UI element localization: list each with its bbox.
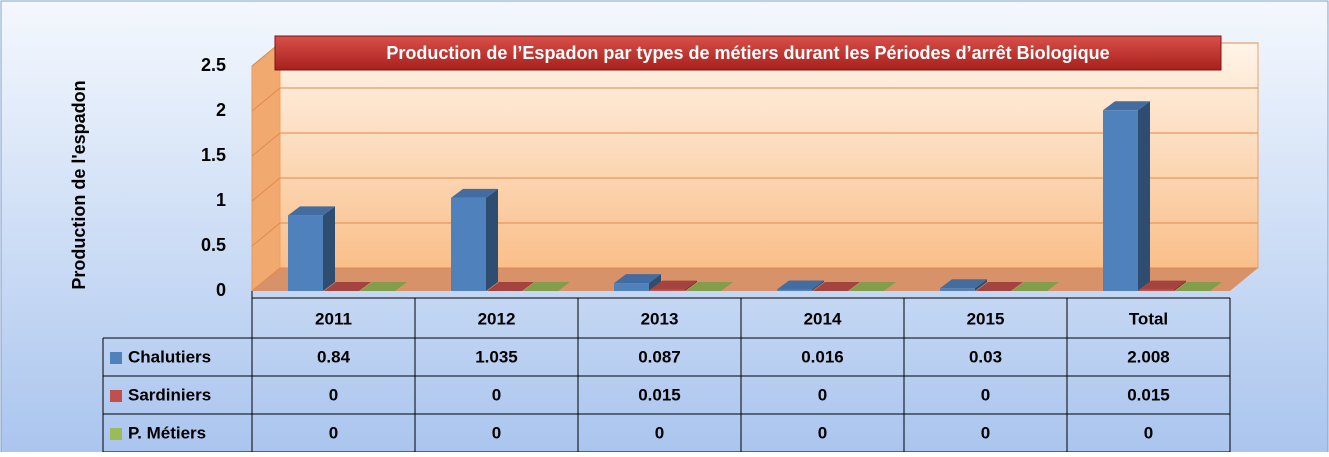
legend-swatch [110, 428, 122, 440]
bar-front [288, 215, 323, 291]
bar [976, 282, 1023, 291]
y-tick-label: 2.5 [201, 55, 226, 75]
bar [614, 274, 661, 291]
bar-side [486, 188, 498, 291]
data-label: 1.035 [475, 347, 518, 366]
data-label: 0 [818, 385, 827, 404]
x-tick-label: 2014 [804, 309, 842, 328]
bar-top [1175, 282, 1222, 291]
legend-swatch [110, 352, 122, 364]
bar-top [849, 282, 896, 291]
bar-top [813, 282, 860, 291]
bar [1139, 280, 1186, 291]
bar-top [650, 280, 697, 290]
data-label: 0.03 [969, 347, 1002, 366]
bar [686, 282, 733, 291]
grid-line [251, 222, 1258, 247]
bar-top [614, 274, 661, 284]
bar [288, 206, 335, 291]
bar [940, 279, 987, 291]
y-tick-label: 0 [216, 280, 226, 300]
grid-line [251, 87, 1258, 112]
bar [360, 282, 407, 291]
data-label: 0.015 [638, 385, 681, 404]
bar [324, 282, 371, 291]
bar-top [686, 282, 733, 291]
data-label: 0 [981, 385, 990, 404]
y-tick-label: 1 [216, 190, 226, 210]
chart-title: Production de l’Espadon par types de mét… [386, 43, 1109, 63]
data-label: 0 [655, 423, 664, 442]
bar [1103, 101, 1150, 291]
bar [523, 282, 570, 291]
bar [650, 280, 697, 291]
legend-label: Sardiniers [128, 385, 211, 404]
bar [1175, 282, 1222, 291]
data-label: 0 [329, 385, 338, 404]
data-label: 0 [492, 385, 501, 404]
x-tick-label: 2013 [641, 309, 679, 328]
bar-top [777, 280, 824, 290]
title-box [274, 35, 1222, 71]
data-label: 0.84 [317, 347, 351, 366]
bar-top [1139, 280, 1186, 290]
bar [813, 282, 860, 291]
bar-top [976, 282, 1023, 291]
bar-top [523, 282, 570, 291]
bar-front [777, 289, 812, 291]
bar-side [685, 280, 697, 291]
bar-side [812, 280, 824, 291]
bar-front [451, 197, 486, 291]
data-label: 0 [818, 423, 827, 442]
y-tick-label: 2 [216, 100, 226, 120]
bar-front [1103, 110, 1138, 291]
bar [1012, 282, 1059, 291]
bar-side [649, 274, 661, 291]
y-axis-label: Production de l'espadon [69, 80, 89, 289]
grid-line [251, 177, 1258, 202]
x-tick-label: 2012 [478, 309, 516, 328]
x-tick-label: 2015 [967, 309, 1005, 328]
bar [849, 282, 896, 291]
bar [451, 188, 498, 291]
grid-line [251, 132, 1258, 157]
bar-top [940, 279, 987, 289]
bar-top [360, 282, 407, 291]
legend-swatch [110, 390, 122, 402]
back-wall [279, 42, 1259, 269]
bar-top [324, 282, 371, 291]
bar-top [1103, 101, 1150, 111]
bar-front [650, 289, 685, 291]
bar-front [614, 283, 649, 291]
bar-side [323, 206, 335, 291]
bar-front [1139, 289, 1174, 291]
bar-front [940, 288, 975, 291]
legend-label: P. Métiers [128, 423, 206, 442]
grid-line [251, 267, 1258, 292]
x-tick-label: 2011 [315, 309, 352, 328]
bar-top [451, 188, 498, 198]
data-label: 0.087 [638, 347, 681, 366]
legend-label: Chalutiers [128, 347, 211, 366]
bar-side [1174, 280, 1186, 291]
data-label: 0 [981, 423, 990, 442]
data-label: 2.008 [1127, 347, 1170, 366]
bar [487, 282, 534, 291]
bar-top [1012, 282, 1059, 291]
bar-top [288, 206, 335, 216]
data-label: 0.015 [1127, 385, 1170, 404]
bar-side [1138, 101, 1150, 291]
bar-top [487, 282, 534, 291]
data-label: 0.016 [801, 347, 844, 366]
data-label: 0 [492, 423, 501, 442]
y-tick-label: 0.5 [201, 235, 226, 255]
y-tick-label: 1.5 [201, 145, 226, 165]
data-label: 0 [329, 423, 338, 442]
bar-side [975, 279, 987, 291]
data-label: 0 [1144, 423, 1153, 442]
x-tick-label: Total [1129, 309, 1168, 328]
side-wall [251, 41, 281, 293]
bar [777, 280, 824, 291]
